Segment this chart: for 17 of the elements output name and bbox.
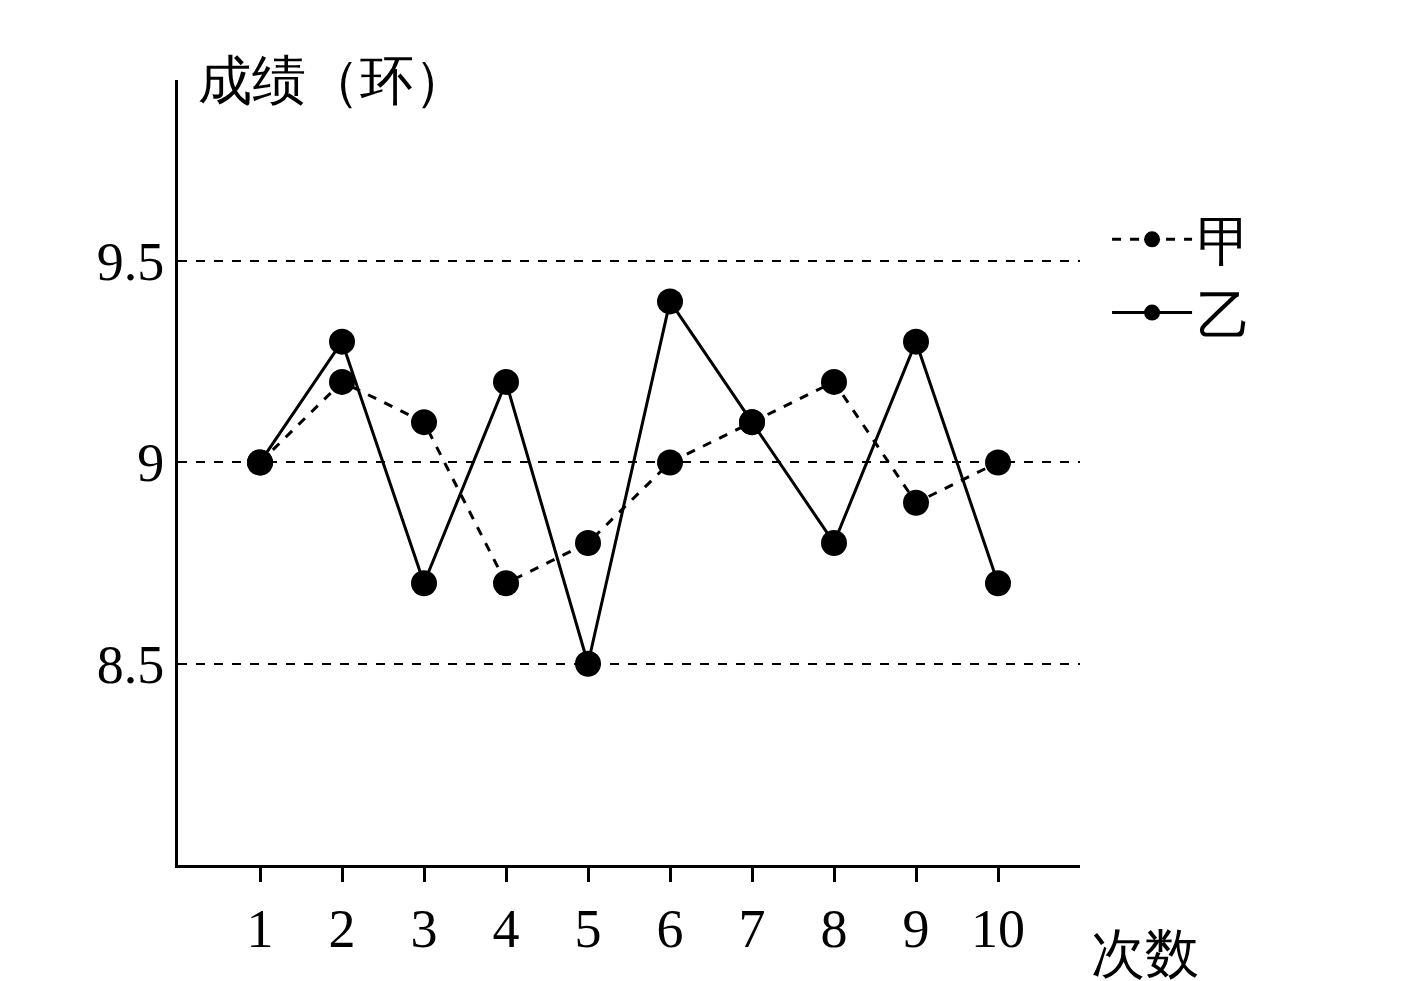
x-tick-label: 10 — [971, 898, 1025, 959]
x-tick-label: 6 — [656, 898, 684, 959]
y-tick-label: 9.5 — [96, 232, 165, 293]
x-tick-label: 5 — [574, 898, 602, 959]
y-axis-title: 成绩（环） — [198, 49, 468, 112]
y-tick-label: 8.5 — [96, 634, 165, 695]
x-tick-label: 2 — [328, 898, 356, 959]
y-tick-label: 9 — [137, 433, 165, 494]
x-tick-label: 1 — [246, 898, 274, 959]
x-tick-label: 3 — [410, 898, 438, 959]
x-tick-label: 9 — [902, 898, 930, 959]
x-axis-title: 次数 — [1091, 922, 1199, 981]
x-tick-label: 4 — [492, 898, 520, 959]
x-tick-label: 8 — [820, 898, 848, 959]
x-tick-label: 7 — [738, 898, 766, 959]
legend-label: 甲 — [1197, 210, 1252, 274]
legend-label: 乙 — [1197, 283, 1252, 347]
